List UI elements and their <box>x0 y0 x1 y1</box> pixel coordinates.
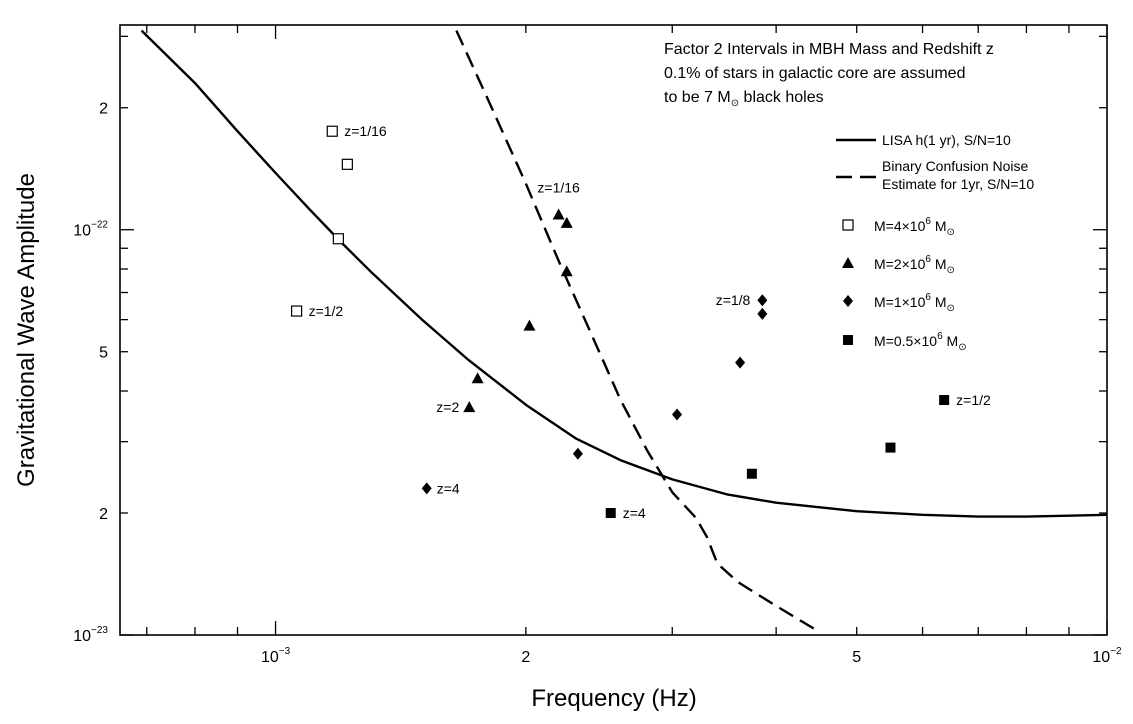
lisa-sensitivity-curve <box>140 29 1108 518</box>
point-label: z=1/2 <box>309 303 344 319</box>
legend-diamond-marker <box>843 295 853 307</box>
legend-open-square-marker <box>842 219 854 231</box>
diamond-marker <box>757 294 768 307</box>
data-points: z=1/16 z=1/2 z=1/16 z=2 z=1/8 z=4 z=1/2 z=4 <box>290 123 991 521</box>
x-tick-label: 10−3 <box>261 646 291 666</box>
annotation-line-3: to be 7 M⊙ black holes <box>664 89 824 109</box>
legend-label: LISA h(1 yr), S/N=10 <box>882 132 1011 148</box>
chart-annotation: Factor 2 Intervals in MBH Mass and Redsh… <box>664 41 994 109</box>
legend-label: Estimate for 1yr, S/N=10 <box>882 176 1034 192</box>
diamond-marker <box>757 307 768 320</box>
triangle-marker <box>560 265 573 277</box>
open-square-marker <box>332 233 344 245</box>
point-label: z=1/16 <box>537 180 580 196</box>
point-label: z=2 <box>436 399 459 415</box>
y-tick-label: 2 <box>99 506 108 523</box>
x-axis-title: Frequency (Hz) <box>531 685 696 712</box>
x-tick-label: 10−2 <box>1092 646 1122 666</box>
plot-frame <box>119 24 1108 636</box>
x-tick-label: 5 <box>852 649 861 666</box>
filled-square-marker <box>746 468 757 479</box>
annotation-line-2: 0.1% of stars in galactic core are assum… <box>664 65 965 82</box>
legend-label: M=1×106 M⊙ <box>874 292 955 314</box>
legend-label: M=0.5×106 M⊙ <box>874 331 967 353</box>
open-square-marker <box>341 158 353 170</box>
filled-square-marker <box>939 395 950 406</box>
filled-square-marker <box>885 442 896 453</box>
y-tick-label: 10−23 <box>73 625 108 645</box>
legend: LISA h(1 yr), S/N=10 Binary Confusion Noi… <box>836 132 1034 353</box>
y-tick-label: 2 <box>99 101 108 118</box>
triangle-marker <box>463 401 476 413</box>
point-label: z=4 <box>623 505 646 521</box>
point-label: z=1/2 <box>956 392 991 408</box>
curves <box>140 29 1108 633</box>
point-label: z=1/16 <box>344 123 387 139</box>
triangle-marker <box>471 372 484 384</box>
diamond-marker <box>421 482 432 495</box>
diamond-marker <box>672 408 683 421</box>
confusion-noise-curve <box>455 30 820 633</box>
open-square-marker <box>326 125 338 137</box>
tick-labels: 10−3 2 5 10−2 10−23 2 5 10−22 2 <box>73 101 1122 666</box>
legend-label: Binary Confusion Noise <box>882 158 1029 174</box>
diamond-marker <box>572 447 583 460</box>
legend-triangle-marker <box>842 257 854 268</box>
legend-filled-square-marker <box>843 335 853 345</box>
triangle-marker <box>560 216 573 228</box>
triangle-marker <box>552 208 565 220</box>
y-axis-title: Gravitational Wave Amplitude <box>13 173 40 487</box>
diamond-marker <box>735 356 746 369</box>
open-square-marker <box>290 305 303 317</box>
legend-label: M=4×106 M⊙ <box>874 216 955 238</box>
point-label: z=1/8 <box>716 292 751 308</box>
filled-square-marker <box>605 508 616 518</box>
legend-label: M=2×106 M⊙ <box>874 254 955 276</box>
axis-ticks <box>120 25 1108 636</box>
annotation-line-1: Factor 2 Intervals in MBH Mass and Redsh… <box>664 41 994 58</box>
point-label: z=4 <box>437 480 460 496</box>
triangle-marker <box>523 319 536 331</box>
y-tick-label: 10−22 <box>73 220 108 240</box>
y-tick-label: 5 <box>99 345 108 362</box>
x-tick-label: 2 <box>521 649 530 666</box>
